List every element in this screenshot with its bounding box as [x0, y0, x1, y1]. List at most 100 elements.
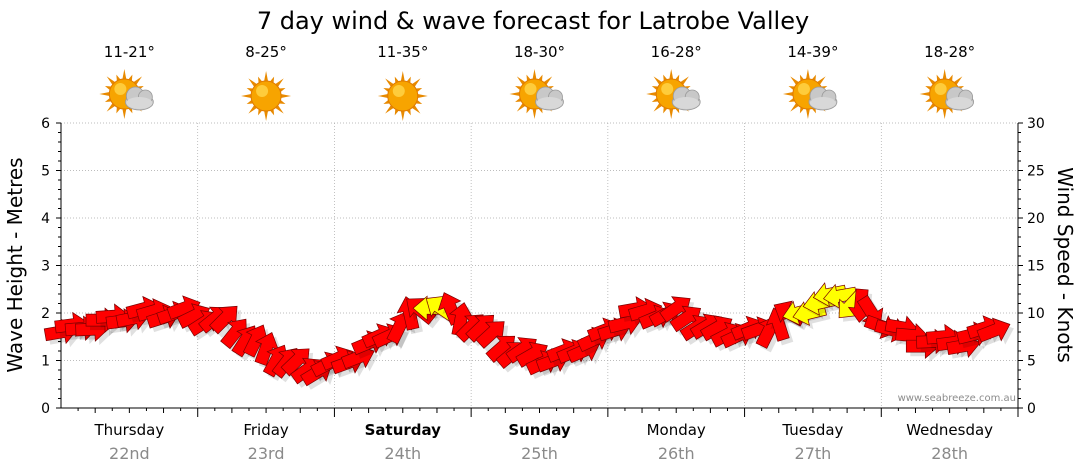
sun-highlight	[934, 83, 947, 95]
sun-ray	[653, 76, 663, 85]
sunny-icon	[377, 71, 428, 121]
sun-ray	[805, 108, 810, 119]
sun-ray	[942, 108, 947, 119]
temperature-label: 18-28°	[924, 43, 975, 61]
cloud-fill	[946, 97, 973, 109]
day-name-label: Tuesday	[781, 421, 843, 439]
y-tick-label-left: 0	[41, 401, 50, 417]
sun-ray	[264, 71, 269, 82]
sun-ray	[106, 103, 116, 112]
sun-ray	[817, 76, 826, 85]
sun-ray	[543, 76, 553, 85]
partly-cloudy-icon	[919, 69, 975, 119]
day-date-label: 26th	[658, 444, 695, 463]
y-tick-label-left: 2	[41, 306, 50, 322]
wind-arrow	[475, 321, 505, 349]
sun-ray	[953, 76, 963, 85]
temperature-label: 16-28°	[651, 43, 702, 61]
sun-ray	[516, 76, 526, 85]
y-axis-label-right: Wind Speed - Knots	[1053, 167, 1077, 363]
chart-title: 7 day wind & wave forecast for Latrobe V…	[257, 7, 809, 35]
day-name-label: Saturday	[365, 421, 442, 439]
sun-ray	[248, 78, 257, 87]
sun-ray	[669, 69, 674, 80]
sun-ray	[669, 108, 674, 119]
y-tick-label-left: 5	[41, 164, 50, 180]
sun-ray	[680, 76, 689, 85]
sun-ray	[264, 110, 269, 121]
partly-cloudy-icon	[782, 69, 838, 119]
sun-ray	[275, 78, 284, 87]
y-tick-label-right: 0	[1027, 401, 1036, 417]
sun-ray	[417, 94, 428, 98]
temperature-label: 14-39°	[787, 43, 838, 61]
temperature-label: 8-25°	[245, 43, 287, 61]
cloud-fill	[126, 97, 153, 109]
y-tick-label-right: 10	[1027, 306, 1045, 322]
wind-arrow	[242, 324, 269, 358]
sun-ray	[942, 69, 947, 80]
day-date-label: 23rd	[248, 444, 285, 463]
sun-ray	[385, 78, 394, 87]
y-tick-label-left: 6	[41, 116, 50, 132]
y-tick-label-right: 25	[1027, 164, 1045, 180]
sun-highlight	[661, 83, 674, 95]
sun-ray	[919, 92, 930, 96]
sun-ray	[411, 78, 421, 87]
sun-ray	[400, 71, 405, 82]
partly-cloudy-icon	[646, 69, 701, 119]
sun-ray	[782, 92, 794, 96]
sun-ray	[509, 92, 520, 96]
y-tick-label-left: 1	[41, 354, 50, 370]
wind-arrow	[254, 332, 279, 367]
sun-highlight	[392, 85, 405, 97]
cloud-fill	[809, 97, 836, 109]
sun-ray	[99, 92, 110, 96]
wind-arrow	[209, 305, 238, 335]
cloud-fill	[673, 97, 700, 109]
y-axis-label-left: Wave Height - Metres	[3, 157, 27, 372]
y-tick-label-right: 15	[1027, 259, 1045, 275]
sun-highlight	[256, 85, 269, 97]
sun-ray	[400, 110, 405, 121]
day-name-label: Wednesday	[906, 421, 993, 439]
sun-ray	[106, 76, 116, 85]
wind-arrow	[823, 283, 858, 309]
day-date-label: 24th	[384, 444, 421, 463]
y-tick-label-right: 5	[1027, 354, 1036, 370]
sun-ray	[122, 108, 127, 119]
sun-ray	[653, 103, 663, 112]
sun-ray	[275, 105, 284, 114]
sun-highlight	[114, 83, 127, 95]
day-name-label: Sunday	[508, 421, 571, 439]
sun-ray	[241, 94, 252, 98]
temperature-label: 11-35°	[377, 43, 428, 61]
sun-disc	[250, 80, 282, 112]
sun-ray	[926, 76, 936, 85]
sun-ray	[280, 94, 292, 98]
temperature-label: 11-21°	[104, 43, 155, 61]
day-name-label: Thursday	[93, 421, 164, 439]
sun-ray	[790, 76, 799, 85]
sun-highlight	[797, 83, 810, 95]
sunny-icon	[241, 71, 292, 121]
sun-ray	[133, 76, 143, 85]
sun-ray	[248, 105, 257, 114]
wind-arrow	[976, 317, 1011, 343]
y-tick-label-left: 4	[41, 211, 50, 227]
sun-ray	[926, 103, 936, 112]
credit-text: www.seabreeze.com.au	[898, 393, 1016, 404]
day-date-label: 22nd	[109, 444, 150, 463]
sun-disc	[387, 80, 419, 112]
sun-ray	[516, 103, 526, 112]
day-date-label: 27th	[795, 444, 832, 463]
sun-ray	[411, 105, 421, 114]
partly-cloudy-icon	[99, 69, 154, 119]
day-date-label: 25th	[521, 444, 558, 463]
sun-ray	[646, 92, 657, 96]
sun-ray	[122, 69, 127, 80]
day-name-label: Monday	[647, 421, 706, 439]
sun-ray	[385, 105, 394, 114]
sun-highlight	[524, 83, 537, 95]
